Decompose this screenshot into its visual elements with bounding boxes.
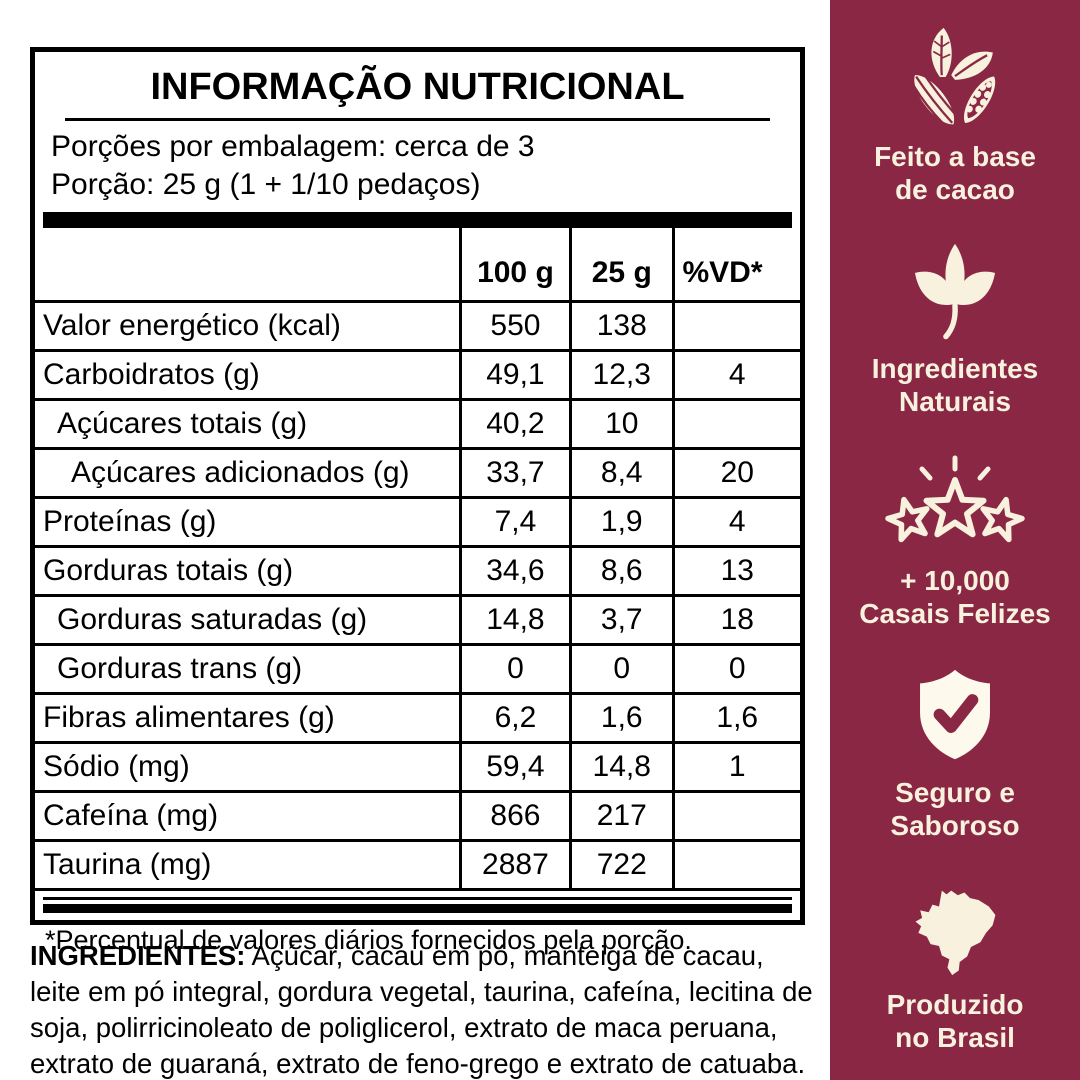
value-25g-cell: 0 <box>569 644 673 695</box>
table-row: Sódio (mg) 59,4 14,8 1 <box>35 742 800 793</box>
feature-sidebar: Feito a base de cacao Ingredientes Natur… <box>830 0 1080 1080</box>
value-25g-cell: 12,3 <box>569 350 673 401</box>
value-vd-cell: 4 <box>671 497 800 548</box>
feature-safe: Seguro e Saboroso <box>890 662 1020 842</box>
value-100g-cell: 0 <box>458 644 571 695</box>
nutrient-label-cell: Gorduras totais (g) <box>35 546 461 597</box>
table-row: Proteínas (g) 7,4 1,9 4 <box>35 497 800 548</box>
table-row: Açúcares adicionados (g) 33,7 8,4 20 <box>35 448 800 499</box>
serving-info: Porções por embalagem: cerca de 3 Porção… <box>51 128 800 204</box>
nutrient-label-cell: Sódio (mg) <box>35 742 461 793</box>
value-100g-cell: 59,4 <box>458 742 571 793</box>
value-vd-cell: 1 <box>671 742 800 793</box>
value-25g-cell: 217 <box>569 791 673 842</box>
value-vd-cell: 1,6 <box>671 693 800 744</box>
feature-label: Feito a base de cacao <box>874 141 1036 205</box>
cacao-icon <box>896 26 1014 130</box>
title-divider <box>65 118 770 121</box>
leaves-icon <box>903 238 1007 342</box>
value-25g-cell: 138 <box>569 301 673 352</box>
value-25g-cell: 3,7 <box>569 595 673 646</box>
table-row: Carboidratos (g) 49,1 12,3 4 <box>35 350 800 401</box>
feature-natural: Ingredientes Naturais <box>872 238 1038 418</box>
feature-label: Seguro e Saboroso <box>890 777 1020 841</box>
nutrient-label-cell: Cafeína (mg) <box>35 791 461 842</box>
ingredients-body: Açúcar, cacau em pó, manteiga de cacau, … <box>30 940 813 1079</box>
ingredients-lead: INGREDIENTES: <box>30 940 246 971</box>
value-25g-cell: 8,4 <box>569 448 673 499</box>
value-100g-cell: 49,1 <box>458 350 571 401</box>
nutrient-label-cell: Proteínas (g) <box>35 497 461 548</box>
table-row: Taurina (mg) 2887 722 <box>35 840 800 891</box>
value-vd-cell <box>671 791 800 842</box>
value-25g-cell: 14,8 <box>569 742 673 793</box>
nutrient-label-cell: Taurina (mg) <box>35 840 461 891</box>
table-row: Gorduras totais (g) 34,6 8,6 13 <box>35 546 800 597</box>
value-25g-cell: 722 <box>569 840 673 891</box>
ingredients-paragraph: INGREDIENTES: Açúcar, cacau em pó, mante… <box>30 938 818 1080</box>
shield-check-icon <box>905 662 1005 766</box>
header-blank-cell <box>35 228 461 303</box>
panel-title: INFORMAÇÃO NUTRICIONAL <box>150 66 685 108</box>
stars-icon <box>881 450 1029 554</box>
table-row: Gorduras trans (g) 0 0 0 <box>35 644 800 695</box>
value-25g-cell: 1,6 <box>569 693 673 744</box>
nutrient-label-cell: Carboidratos (g) <box>35 350 461 401</box>
value-100g-cell: 33,7 <box>458 448 571 499</box>
value-100g-cell: 40,2 <box>458 399 571 450</box>
feature-label: Ingredientes Naturais <box>871 353 1039 417</box>
table-row: Valor energético (kcal) 550 138 <box>35 301 800 352</box>
value-100g-cell: 2887 <box>458 840 571 891</box>
value-vd-cell: 18 <box>671 595 800 646</box>
header-divider-bar <box>43 212 792 228</box>
nutrition-panel: INFORMAÇÃO NUTRICIONAL Porções por embal… <box>30 47 805 955</box>
header-100g: 100 g <box>458 228 571 303</box>
portion-size: Porção: 25 g (1 + 1/10 pedaços) <box>51 168 481 201</box>
value-vd-cell <box>671 399 800 450</box>
value-100g-cell: 866 <box>458 791 571 842</box>
nutrient-label-cell: Gorduras trans (g) <box>35 644 461 695</box>
footer-double-rule <box>43 897 792 913</box>
value-vd-cell: 13 <box>671 546 800 597</box>
value-vd-cell <box>671 840 800 891</box>
nutrient-label-cell: Valor energético (kcal) <box>35 301 461 352</box>
feature-label: Produzido no Brasil <box>886 989 1024 1053</box>
servings-per-package: Porções por embalagem: cerca de 3 <box>51 130 535 163</box>
value-100g-cell: 6,2 <box>458 693 571 744</box>
table-row: Fibras alimentares (g) 6,2 1,6 1,6 <box>35 693 800 744</box>
value-100g-cell: 550 <box>458 301 571 352</box>
value-25g-cell: 10 <box>569 399 673 450</box>
value-25g-cell: 1,9 <box>569 497 673 548</box>
value-100g-cell: 7,4 <box>458 497 571 548</box>
nutrient-label-cell: Fibras alimentares (g) <box>35 693 461 744</box>
value-vd-cell: 4 <box>671 350 800 401</box>
value-vd-cell <box>671 301 800 352</box>
header-25g: 25 g <box>569 228 673 303</box>
nutrient-label-cell: Gorduras saturadas (g) <box>35 595 461 646</box>
header-vd: %VD* <box>671 228 800 303</box>
nutrient-label-cell: Açúcares adicionados (g) <box>35 448 461 499</box>
daily-value-footnote: *Percentual de valores diários fornecido… <box>45 925 692 955</box>
table-row: Cafeína (mg) 866 217 <box>35 791 800 842</box>
value-25g-cell: 8,6 <box>569 546 673 597</box>
value-vd-cell: 20 <box>671 448 800 499</box>
feature-stars: + 10,000 Casais Felizes <box>859 450 1051 630</box>
nutrition-table: 100 g 25 g %VD* Valor energético (kcal) … <box>35 228 800 891</box>
value-100g-cell: 14,8 <box>458 595 571 646</box>
table-row: Açúcares totais (g) 40,2 10 <box>35 399 800 450</box>
nutrient-label-cell: Açúcares totais (g) <box>35 399 461 450</box>
value-100g-cell: 34,6 <box>458 546 571 597</box>
feature-cacao: Feito a base de cacao <box>874 26 1036 206</box>
table-header-row: 100 g 25 g %VD* <box>35 228 800 303</box>
table-row: Gorduras saturadas (g) 14,8 3,7 18 <box>35 595 800 646</box>
value-vd-cell: 0 <box>671 644 800 695</box>
feature-brazil: Produzido no Brasil <box>886 874 1024 1054</box>
feature-label: + 10,000 Casais Felizes <box>859 565 1051 629</box>
brazil-map-icon <box>907 874 1003 978</box>
